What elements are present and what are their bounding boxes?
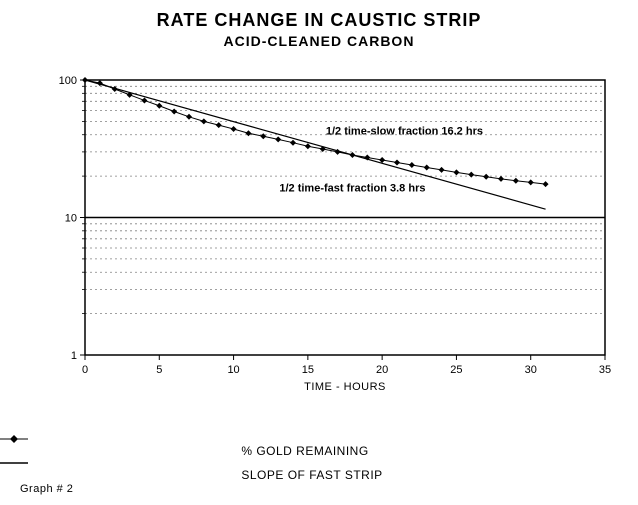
legend-item: % GOLD REMAINING — [0, 434, 638, 458]
svg-text:15: 15 — [302, 364, 314, 376]
chart-svg: 0 5 10 15 20 25 30 35 1 10 100 TIME - HOURS 1/2 time… — [40, 70, 620, 400]
svg-text:100: 100 — [59, 75, 77, 87]
legend-item: SLOPE OF FAST STRIP — [0, 458, 638, 482]
svg-text:20: 20 — [376, 364, 388, 376]
svg-text:1/2 time-slow fraction 16.2 hr: 1/2 time-slow fraction 16.2 hrs — [326, 126, 483, 138]
legend-label: SLOPE OF FAST STRIP — [241, 468, 382, 482]
svg-text:10: 10 — [227, 364, 239, 376]
svg-text:35: 35 — [599, 364, 611, 376]
chart-area: 0 5 10 15 20 25 30 35 1 10 100 TIME - HOURS 1/2 time… — [40, 70, 620, 400]
svg-text:0: 0 — [82, 364, 88, 376]
svg-text:1/2 time-fast fraction 3.8 hrs: 1/2 time-fast fraction 3.8 hrs — [279, 182, 425, 194]
svg-text:10: 10 — [65, 213, 77, 225]
footer-label: Graph # 2 — [20, 483, 73, 495]
chart-title-sub: ACID-CLEANED CARBON — [0, 33, 638, 49]
legend-label: % GOLD REMAINING — [241, 444, 368, 458]
svg-text:1: 1 — [71, 350, 77, 362]
svg-text:25: 25 — [450, 364, 462, 376]
chart-title-main: RATE CHANGE IN CAUSTIC STRIP — [0, 10, 638, 31]
page: RATE CHANGE IN CAUSTIC STRIP ACID-CLEANE… — [0, 0, 638, 505]
title-block: RATE CHANGE IN CAUSTIC STRIP ACID-CLEANE… — [0, 0, 638, 49]
svg-text:5: 5 — [156, 364, 162, 376]
legend: % GOLD REMAINING SLOPE OF FAST STRIP — [0, 420, 638, 482]
svg-text:TIME - HOURS: TIME - HOURS — [304, 381, 386, 393]
svg-text:30: 30 — [525, 364, 537, 376]
